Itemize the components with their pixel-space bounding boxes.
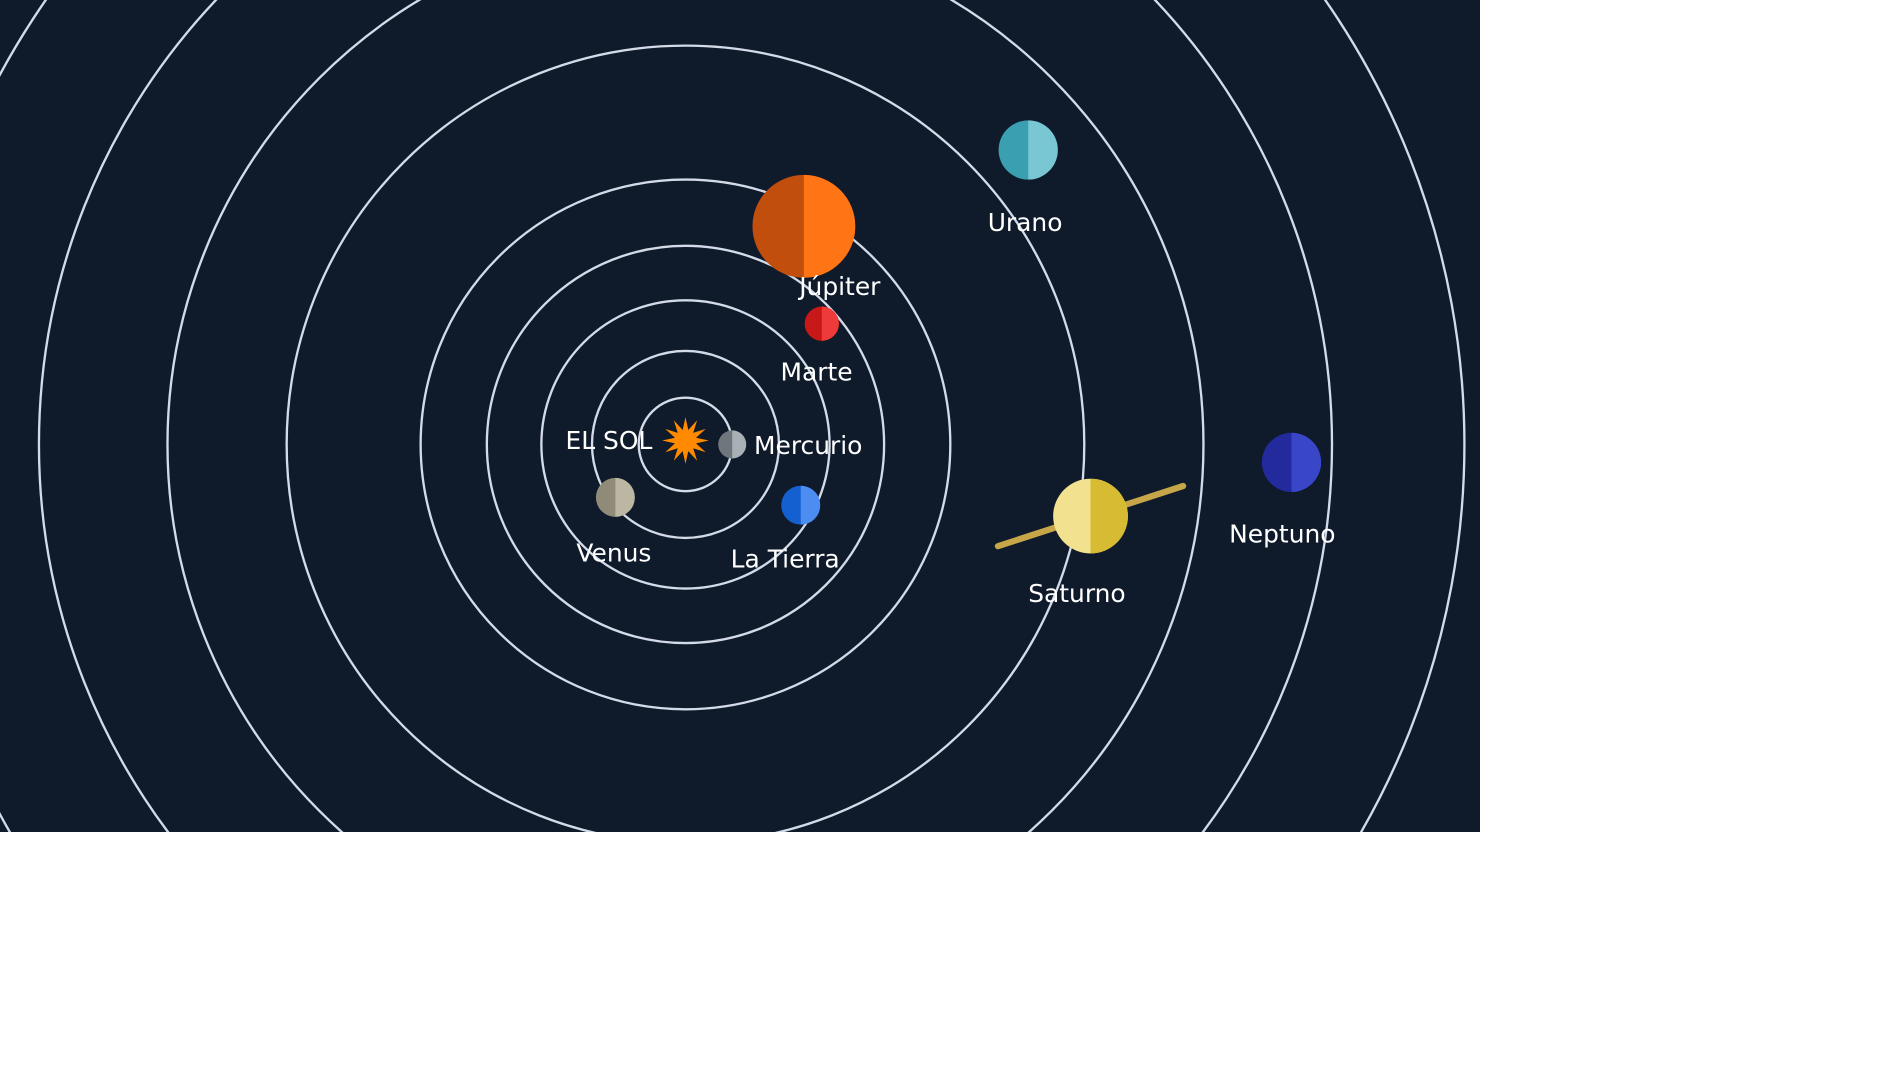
- label-venus: Venus: [576, 538, 651, 567]
- solar-system-diagram: EL SOL Mercurio Venus La Tierra Marte Júpiter…: [0, 0, 1480, 832]
- planet-earth: [781, 486, 820, 525]
- planet-mars: [805, 307, 839, 341]
- sun-core: [676, 431, 695, 450]
- planet-venus: [596, 478, 635, 517]
- orbit-9: [0, 0, 1464, 832]
- planet-uranus: [999, 120, 1058, 179]
- orbits-group: [0, 0, 1464, 832]
- orbit-8: [39, 0, 1332, 832]
- label-mercury: Mercurio: [754, 431, 862, 460]
- planet-jupiter: [752, 175, 855, 278]
- label-earth: La Tierra: [731, 545, 840, 574]
- label-jupiter: Júpiter: [797, 272, 881, 301]
- label-uranus: Urano: [988, 208, 1063, 237]
- label-mars: Marte: [781, 358, 853, 387]
- orbit-7: [167, 0, 1203, 832]
- diagram-svg: EL SOL Mercurio Venus La Tierra Marte Júpiter…: [0, 0, 1480, 832]
- label-saturn: Saturno: [1028, 579, 1125, 608]
- planet-saturn: [998, 479, 1183, 554]
- sun: [662, 417, 709, 464]
- label-sun: EL SOL: [566, 426, 653, 455]
- planet-neptune: [1262, 433, 1321, 492]
- label-neptune: Neptuno: [1229, 520, 1335, 549]
- planet-mercury: [718, 430, 746, 458]
